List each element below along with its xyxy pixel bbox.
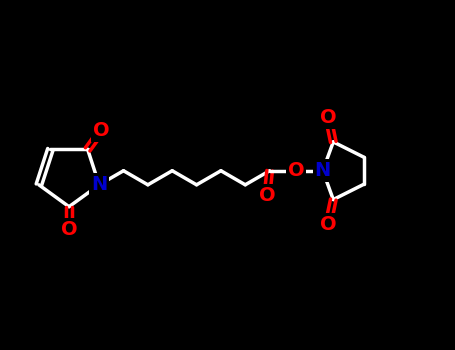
Text: O: O — [93, 121, 110, 140]
Text: O: O — [320, 215, 337, 233]
Text: N: N — [315, 161, 331, 180]
Text: O: O — [320, 108, 337, 127]
Text: O: O — [61, 220, 77, 239]
Text: O: O — [259, 186, 275, 205]
Text: O: O — [288, 161, 304, 180]
Text: N: N — [91, 175, 107, 194]
